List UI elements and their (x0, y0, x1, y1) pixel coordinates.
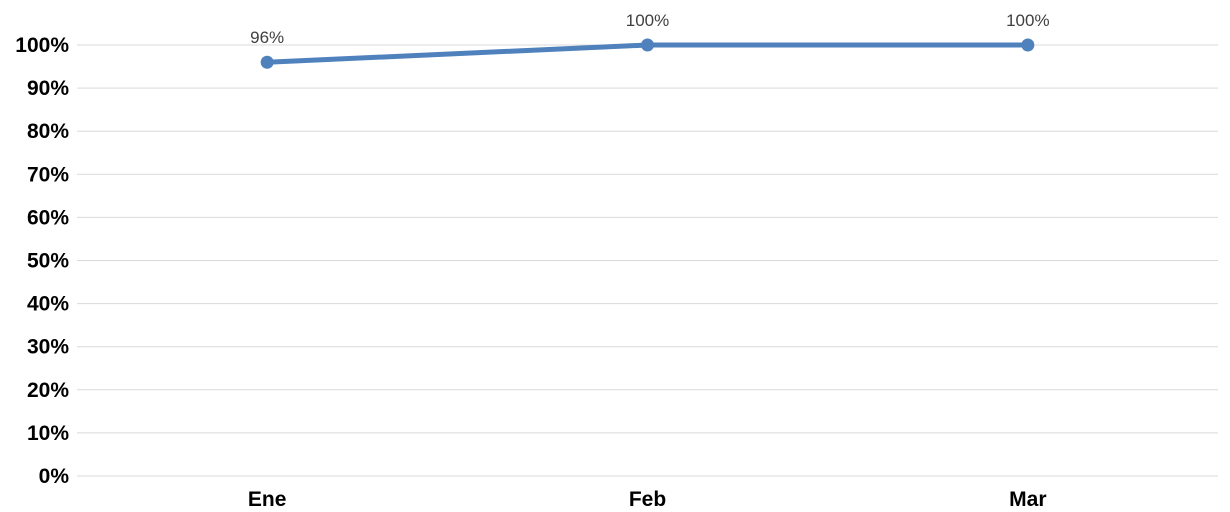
data-point-label: 100% (626, 11, 669, 30)
data-point-marker (641, 38, 654, 52)
data-point-label: 100% (1006, 11, 1049, 30)
data-labels: 96% 100% 100% (250, 11, 1049, 47)
data-point-label: 96% (250, 28, 284, 47)
y-tick-label: 10% (27, 422, 69, 445)
y-tick-label: 60% (27, 206, 69, 229)
data-point-marker (1021, 38, 1035, 52)
x-tick-label: Mar (1009, 488, 1046, 511)
x-tick-label: Ene (248, 488, 287, 511)
y-tick-label: 20% (27, 379, 69, 402)
y-tick-label: 40% (27, 293, 69, 316)
y-tick-label: 90% (27, 77, 69, 100)
x-tick-label: Feb (629, 488, 666, 511)
y-tick-label: 0% (39, 465, 70, 488)
series-line-group (260, 38, 1035, 69)
data-point-marker (260, 55, 274, 69)
y-tick-label: 100% (15, 34, 69, 57)
y-axis-ticks: 0% 10% 20% 30% 40% 50% 60% 70% 80% 90% 100% (15, 34, 69, 488)
y-tick-label: 30% (27, 336, 69, 359)
y-tick-label: 50% (27, 250, 69, 273)
y-tick-label: 70% (27, 163, 69, 186)
gridlines (77, 44, 1218, 477)
x-axis-ticks: Ene Feb Mar (248, 488, 1047, 511)
y-tick-label: 80% (27, 120, 69, 143)
